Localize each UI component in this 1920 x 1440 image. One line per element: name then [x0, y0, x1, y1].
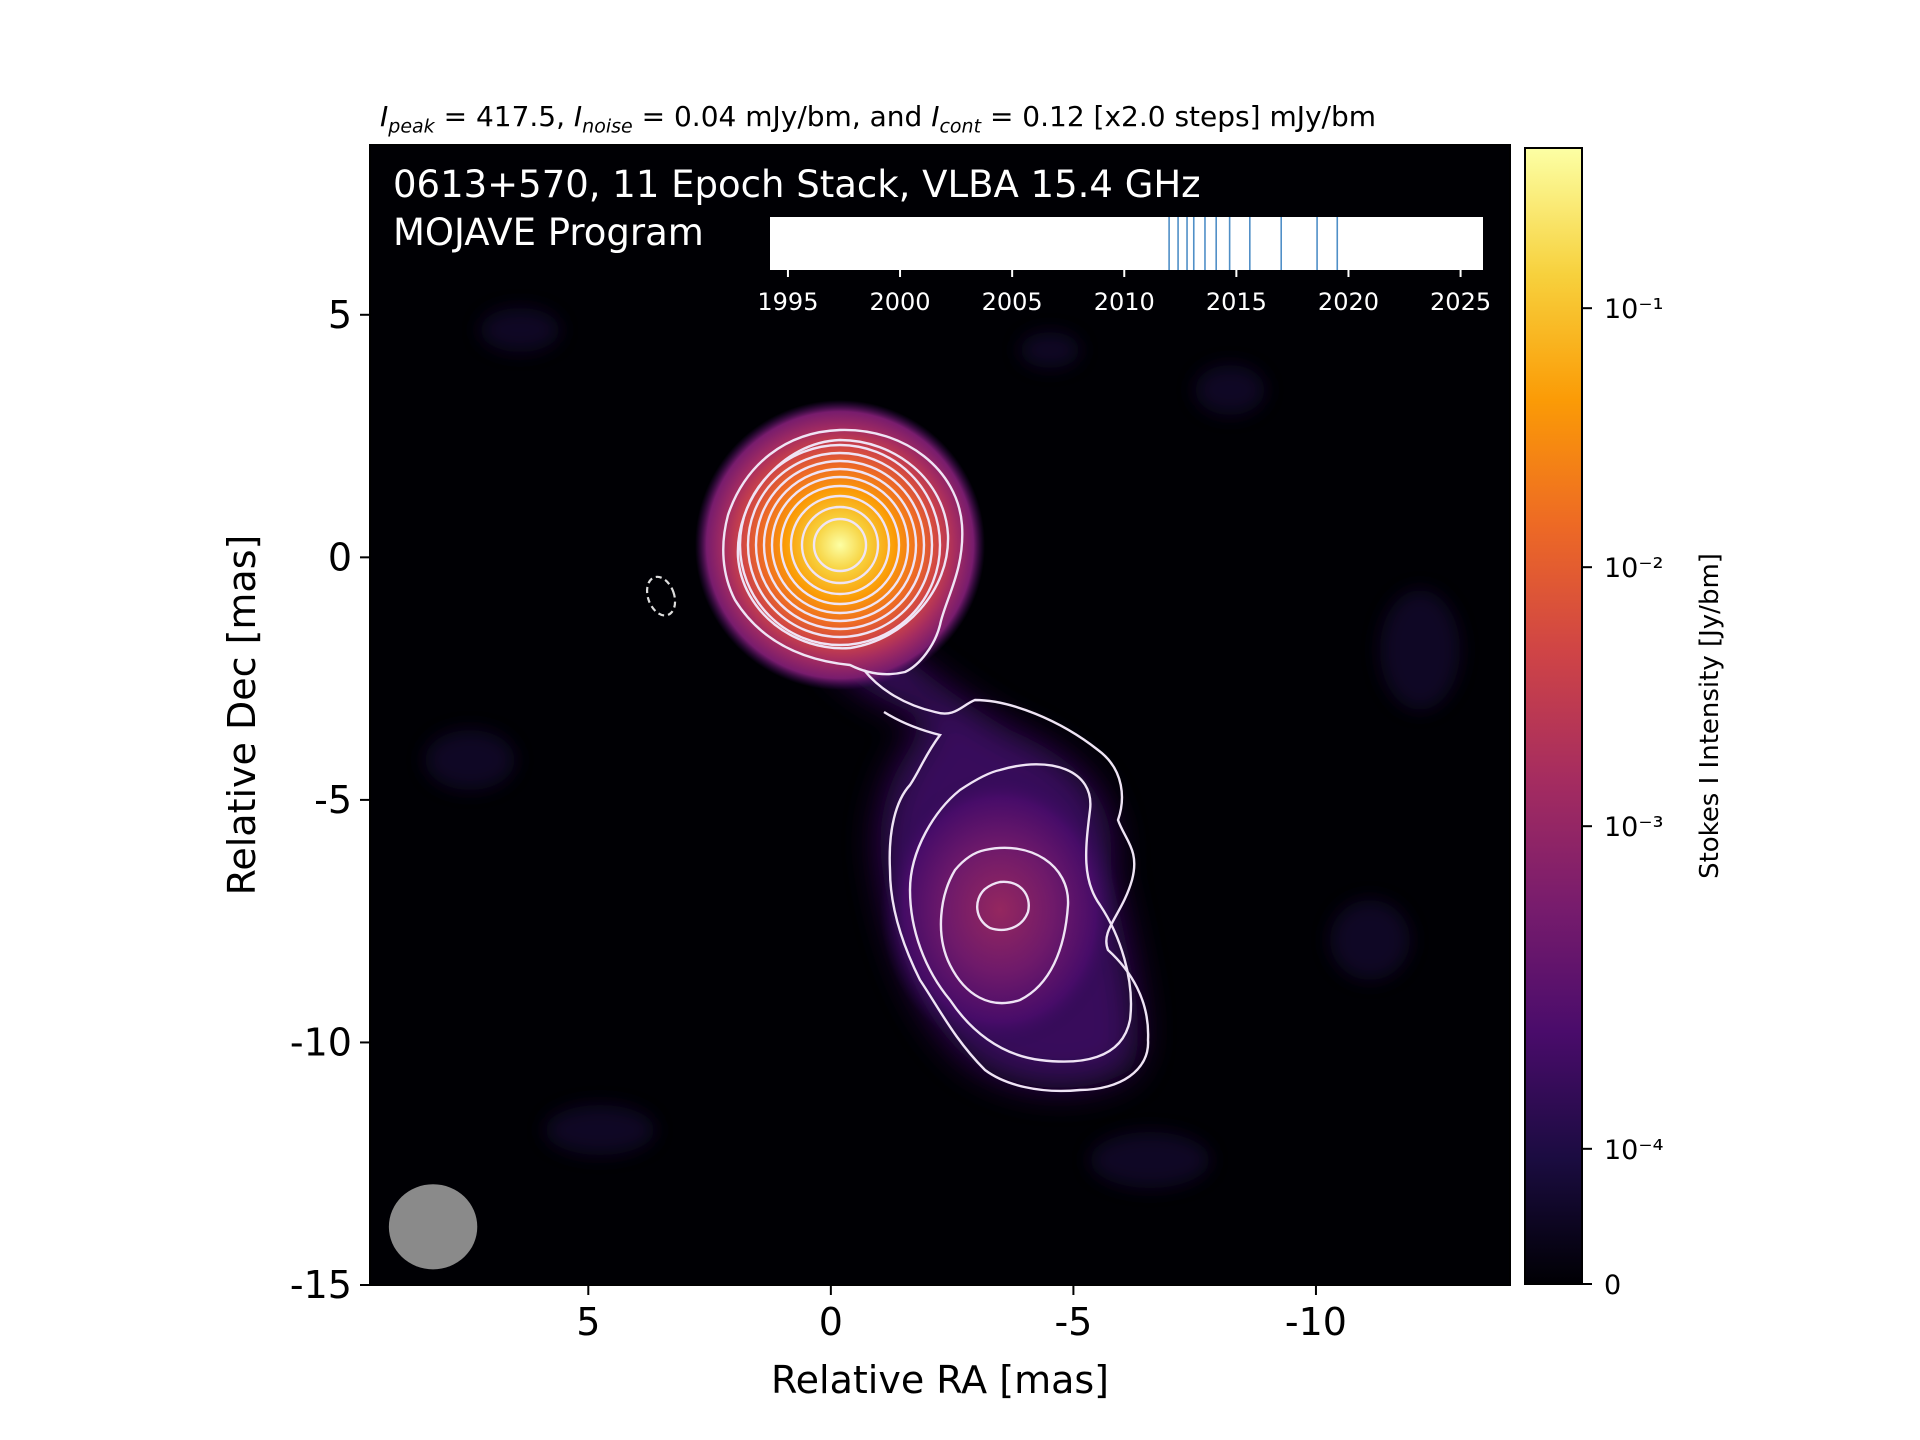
y-axis-ticks: 5 0 -5 -10 -15 [290, 293, 370, 1307]
core-contour-5 [754, 459, 926, 631]
peak-subscript: peak [388, 115, 435, 138]
x-tick-label: 5 [576, 1300, 600, 1344]
negative-contour [645, 575, 677, 617]
y-tick-label: -15 [290, 1263, 352, 1307]
jet-contour-inner [976, 880, 1030, 932]
colorbar-tick-label: 10⁻³ [1604, 812, 1663, 843]
colorbar-tick-label: 10⁻² [1604, 553, 1663, 584]
contour-lines [722, 428, 1150, 1093]
jet-contour-outer [863, 669, 1150, 1093]
colorbar-tick-label: 0 [1604, 1270, 1621, 1301]
timeline-tick-label: 2020 [1318, 288, 1379, 316]
source-label: 0613+570, 11 Epoch Stack, VLBA 15.4 GHz [393, 163, 1201, 206]
timeline-epoch-lines [1168, 217, 1339, 270]
epoch-timeline: 1995 2000 2005 2010 2015 2020 2025 [757, 217, 1491, 316]
y-axis-label: Relative Dec [mas] [220, 535, 264, 896]
core-contour-9 [789, 494, 891, 596]
x-tick-label: 0 [819, 1300, 843, 1344]
timeline-tick-label: 1995 [757, 288, 818, 316]
plot-frame [369, 144, 1511, 1286]
timeline-tick-label: 2025 [1430, 288, 1491, 316]
header-intensity-summary: Ipeak = 417.5, Inoise = 0.04 mJy/bm, and… [380, 100, 1480, 138]
noise-symbol: I [573, 100, 583, 133]
core-contour-4 [746, 451, 934, 639]
y-tick-label: 0 [328, 535, 352, 579]
noise-value: = 0.04 mJy/bm, and [641, 100, 923, 133]
timeline-ticks: 1995 2000 2005 2010 2015 2020 2025 [757, 270, 1491, 316]
restoring-beam [388, 1184, 478, 1270]
peak-value: = 417.5, [443, 100, 565, 133]
timeline-tick-label: 2000 [870, 288, 931, 316]
timeline-tick-label: 2010 [1094, 288, 1155, 316]
core-contour-outer [722, 428, 964, 676]
cont-subscript: cont [939, 115, 982, 138]
cont-symbol: I [931, 100, 940, 133]
timeline-tick-label: 2005 [982, 288, 1043, 316]
peak-symbol: I [380, 100, 389, 133]
program-label: MOJAVE Program [393, 211, 704, 254]
core-contour-6 [762, 467, 918, 623]
core-contour-3 [738, 443, 942, 647]
jet-contour-2 [908, 763, 1133, 1063]
colorbar [1524, 147, 1583, 1285]
timeline-box [770, 217, 1483, 270]
colorbar-label: Stokes I Intensity [Jy/bm] [1695, 553, 1725, 879]
y-tick-label: -10 [290, 1020, 352, 1064]
y-tick-label: 5 [328, 293, 352, 337]
x-tick-label: -10 [1285, 1300, 1347, 1344]
jet-contour-3 [939, 846, 1070, 1005]
core-contour-11 [812, 517, 868, 573]
noise-subscript: noise [582, 115, 633, 138]
colorbar-tick-label: 10⁻⁴ [1604, 1135, 1663, 1166]
timeline-tick-label: 2015 [1206, 288, 1267, 316]
core-contour-10 [800, 505, 880, 585]
colorbar-tick-label: 10⁻¹ [1604, 294, 1663, 325]
x-axis-label: Relative RA [mas] [771, 1358, 1109, 1402]
core-contour-7 [770, 475, 910, 615]
y-tick-label: -5 [314, 778, 352, 822]
cont-value: = 0.12 [x2.0 steps] mJy/bm [989, 100, 1377, 133]
x-tick-label: -5 [1054, 1300, 1092, 1344]
background-noise [425, 308, 1460, 1188]
colorbar-ticks: 0 10⁻⁴ 10⁻³ 10⁻² 10⁻¹ [1582, 294, 1663, 1301]
x-axis-ticks: 5 0 -5 -10 [576, 1285, 1347, 1344]
jet-knot-glow [880, 770, 1120, 1050]
core-contour-8 [779, 484, 901, 606]
